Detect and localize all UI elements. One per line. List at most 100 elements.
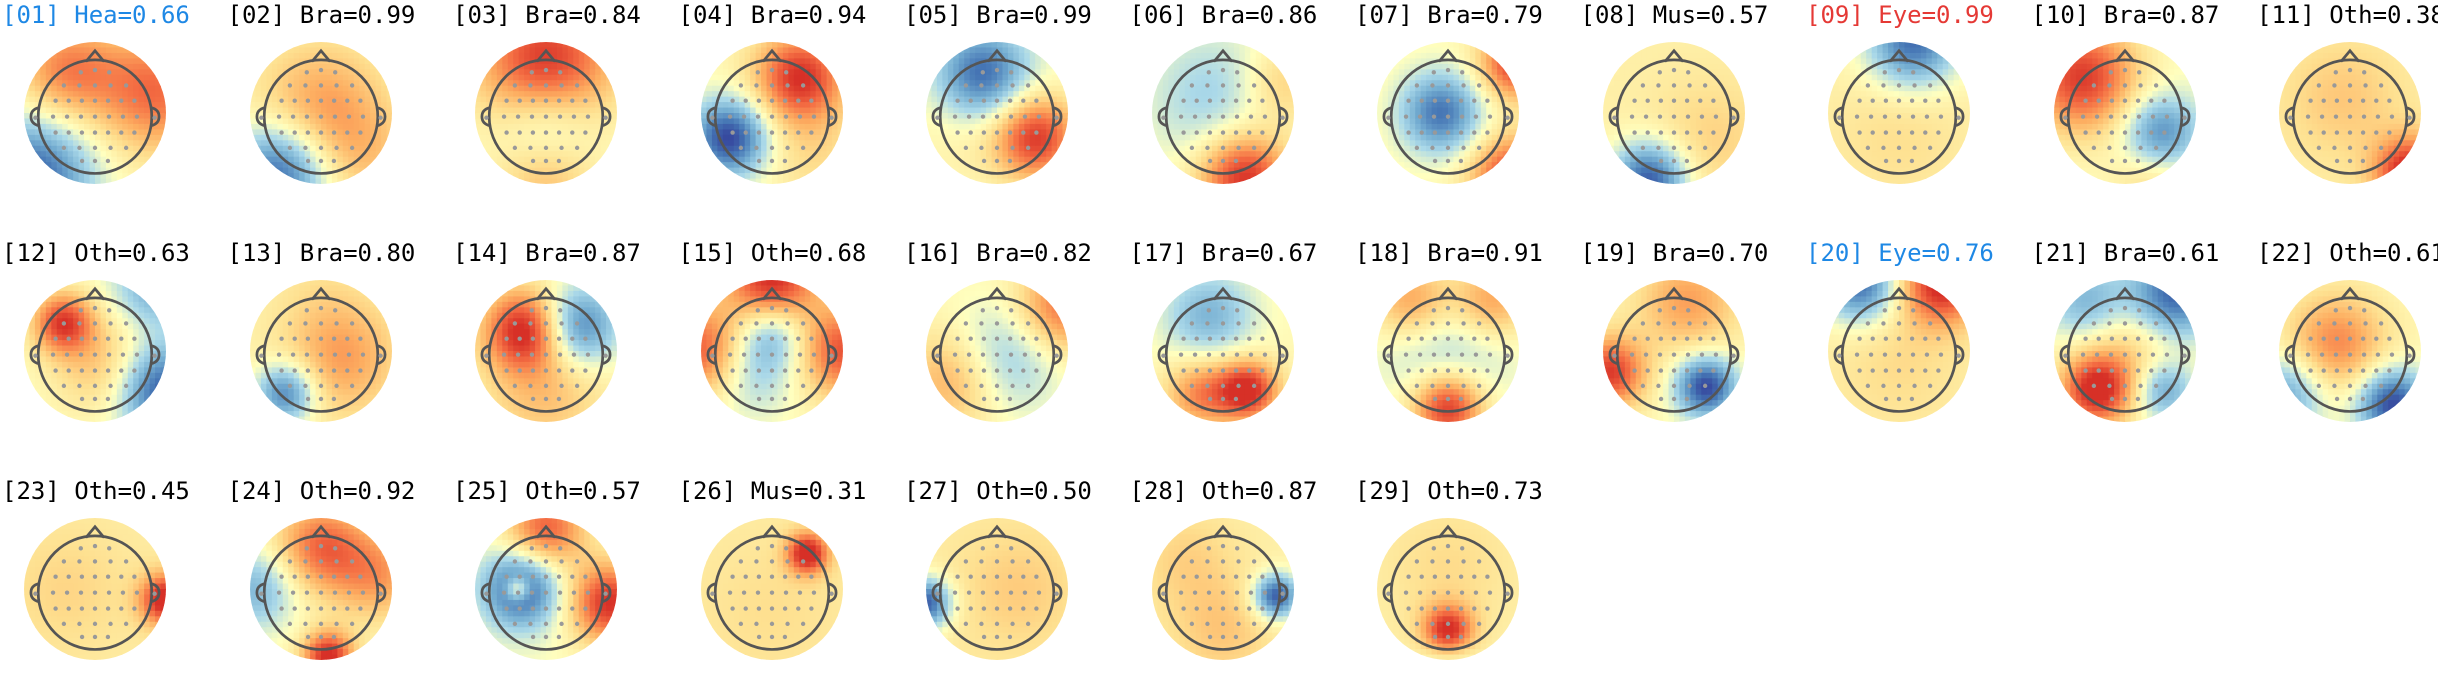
electrode-dot xyxy=(1189,83,1193,87)
electrode-dot xyxy=(2136,114,2140,118)
electrode-dot xyxy=(570,606,574,610)
electrode-dot xyxy=(1008,337,1012,341)
component-title: [27] Oth=0.50 xyxy=(904,478,1092,504)
electrode-dot xyxy=(1433,159,1437,163)
electrode-dot xyxy=(132,99,136,103)
electrode-dot xyxy=(304,70,308,74)
electrode-dot xyxy=(1897,99,1901,103)
electrode-dot xyxy=(318,590,322,594)
electrode-dot xyxy=(1460,308,1464,312)
electrode-dot xyxy=(1446,99,1450,103)
electrode-dot xyxy=(2107,321,2111,325)
scalp-map xyxy=(14,32,176,194)
electrode-dot xyxy=(1855,352,1859,356)
electrode-dot xyxy=(1034,606,1038,610)
electrode-dot xyxy=(108,622,112,626)
electrode-dot xyxy=(995,321,999,325)
electrode-dot xyxy=(1433,130,1437,134)
electrode-dot xyxy=(995,590,999,594)
electrode-dot xyxy=(1026,559,1030,563)
electrode-dot xyxy=(1446,130,1450,134)
electrode-dot xyxy=(108,146,112,150)
electrode-dot xyxy=(1488,352,1492,356)
electrode-dot xyxy=(979,384,983,388)
electrode-dot xyxy=(572,590,576,594)
electrode-dot xyxy=(67,130,71,134)
electrode-dot xyxy=(1459,159,1463,163)
scalp-map xyxy=(916,508,1078,670)
electrode-dot xyxy=(586,114,590,118)
electrode-dot xyxy=(738,384,742,388)
electrode-dot xyxy=(1461,384,1465,388)
electrode-dot xyxy=(979,321,983,325)
electrode-dot xyxy=(2122,68,2126,72)
electrode-dot xyxy=(1280,116,1284,120)
electrode-dot xyxy=(93,114,97,118)
electrode-dot xyxy=(79,308,83,312)
component-title: [06] Bra=0.86 xyxy=(1130,2,1318,28)
electrode-dot xyxy=(331,635,335,639)
electrode-dot xyxy=(796,130,800,134)
electrode-dot xyxy=(67,368,71,372)
electrode-dot xyxy=(318,635,322,639)
scalp-map xyxy=(465,32,627,194)
electrode-dot xyxy=(710,116,714,120)
electrode-dot xyxy=(1021,337,1025,341)
electrode-dot xyxy=(1671,130,1675,134)
electrode-dot xyxy=(557,575,561,579)
electrode-dot xyxy=(1657,308,1661,312)
electrode-dot xyxy=(1869,352,1873,356)
electrode-dot xyxy=(349,83,353,87)
electrode-dot xyxy=(1897,306,1901,310)
electrode-dot xyxy=(1472,130,1476,134)
electrode-dot xyxy=(796,337,800,341)
electrode-dot xyxy=(935,592,939,596)
electrode-dot xyxy=(80,606,84,610)
electrode-dot xyxy=(544,397,548,401)
electrode-dot xyxy=(360,352,364,356)
electrode-dot xyxy=(33,592,37,596)
electrode-dot xyxy=(318,130,322,134)
electrode-dot xyxy=(811,590,815,594)
electrode-dot xyxy=(2348,68,2352,72)
component-title: [28] Oth=0.87 xyxy=(1130,478,1318,504)
electrode-dot xyxy=(1008,368,1012,372)
electrode-dot xyxy=(513,384,517,388)
component-topomap: [02] Bra=0.99 xyxy=(228,2,453,224)
electrode-dot xyxy=(1404,114,1408,118)
electrode-dot xyxy=(809,99,813,103)
electrode-dot xyxy=(1430,559,1434,563)
electrode-dot xyxy=(2332,321,2336,325)
electrode-dot xyxy=(557,337,561,341)
electrode-dot xyxy=(1671,114,1675,118)
electrode-dot xyxy=(77,622,81,626)
electrode-dot xyxy=(544,337,548,341)
electrode-dot xyxy=(80,635,84,639)
component-topomap: [16] Bra=0.82 xyxy=(904,240,1129,462)
electrode-dot xyxy=(1021,130,1025,134)
electrode-dot xyxy=(2334,114,2338,118)
electrode-dot xyxy=(2320,114,2324,118)
electrode-dot xyxy=(1671,337,1675,341)
electrode-dot xyxy=(1684,130,1688,134)
electrode-dot xyxy=(1472,337,1476,341)
electrode-dot xyxy=(953,352,957,356)
electrode-dot xyxy=(349,384,353,388)
electrode-dot xyxy=(2387,337,2391,341)
electrode-dot xyxy=(1432,308,1436,312)
electrode-dot xyxy=(528,146,532,150)
electrode-dot xyxy=(1432,352,1436,356)
electrode-dot xyxy=(769,99,773,103)
electrode-dot xyxy=(2407,354,2411,358)
electrode-dot xyxy=(544,159,548,163)
electrode-dot xyxy=(1446,146,1450,150)
electrode-dot xyxy=(346,590,350,594)
electrode-dot xyxy=(1897,337,1901,341)
electrode-dot xyxy=(1460,114,1464,118)
electrode-dot xyxy=(2407,116,2411,120)
electrode-dot xyxy=(2096,99,2100,103)
electrode-dot xyxy=(1220,590,1224,594)
electrode-dot xyxy=(2135,368,2139,372)
electrode-dot xyxy=(583,606,587,610)
electrode-dot xyxy=(1181,130,1185,134)
